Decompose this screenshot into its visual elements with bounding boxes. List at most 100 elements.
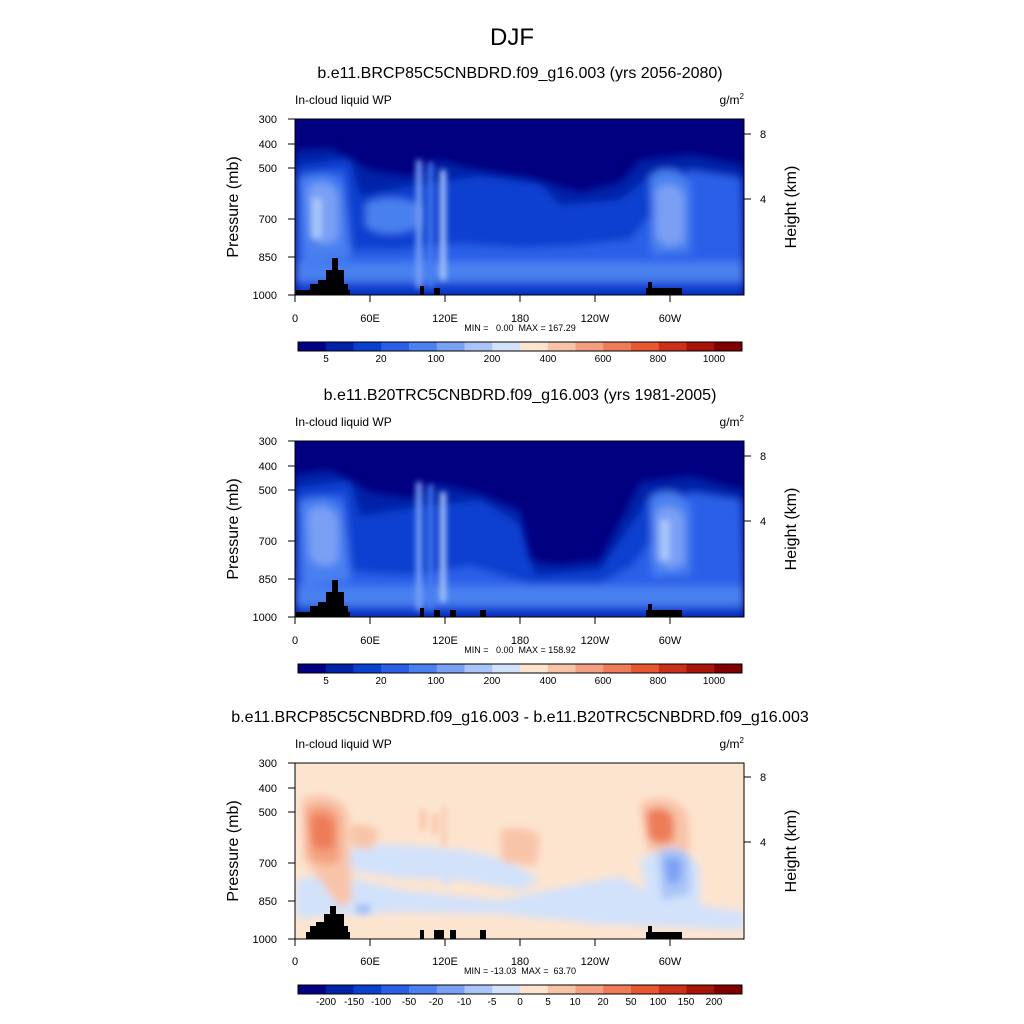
colorbar-swatch — [325, 664, 354, 673]
panel-1-y-tick-label: 300 — [259, 114, 277, 126]
colorbar-swatch — [464, 985, 493, 994]
panel-1-colorbar-label: 100 — [428, 354, 445, 365]
panel-3-colorbar-label: 5 — [545, 997, 551, 1008]
panel-1-x-tick-label: 120E — [432, 313, 458, 325]
colorbar-swatch — [520, 342, 549, 351]
panel-1-colorbar-label: 200 — [484, 354, 501, 365]
panel-2-x-tick-label: 180 — [511, 635, 529, 647]
panel-2-y-tick-label: 300 — [259, 436, 277, 448]
panel-2-colorbar-label: 5 — [323, 676, 329, 687]
panel-3-y-tick-label: 850 — [259, 896, 277, 908]
colorbar-swatch — [575, 664, 604, 673]
colorbar-swatch — [520, 664, 549, 673]
panel-3-y-tick-label: 300 — [259, 758, 277, 770]
panel-2-y-tick-label: 700 — [259, 536, 277, 548]
panel-2: b.e11.B20TRC5CNBDRD.f09_g16.003 (yrs 198… — [225, 387, 800, 687]
panel-1-colorbar-label: 400 — [540, 354, 557, 365]
panel-2-min-max: MIN = 0.00 MAX = 158.92 — [464, 645, 576, 655]
panel-2-y-axis-title: Pressure (mb) — [225, 478, 242, 579]
panel-3-variable-label: In-cloud liquid WP — [295, 737, 392, 751]
panel-1-unit-label: g/m2 — [720, 92, 745, 107]
panel-3-colorbar-label: -10 — [457, 997, 472, 1008]
panel-1-colorbar-label: 5 — [323, 354, 329, 365]
colorbar-swatch — [686, 664, 715, 673]
panel-3-x-tick-label: 60E — [360, 956, 380, 968]
panel-3-height-tick-label: 8 — [760, 772, 766, 784]
panel-3-colorbar-label: -150 — [344, 997, 364, 1008]
colorbar-swatch — [492, 342, 521, 351]
colorbar-swatch — [547, 985, 576, 994]
panel-1-right-axis: 8 4 — [744, 129, 766, 206]
colorbar-swatch — [603, 342, 632, 351]
panel-1-y-tick-label: 1000 — [253, 290, 277, 302]
colorbar-swatch — [409, 985, 438, 994]
colorbar-swatch — [492, 664, 521, 673]
panel-1-x-tick-label: 60W — [659, 313, 682, 325]
panel-3-colorbar-label: -5 — [488, 997, 497, 1008]
colorbar-swatch — [603, 664, 632, 673]
colorbar-swatch — [658, 342, 687, 351]
panel-3-y-tick-label: 400 — [259, 783, 277, 795]
panel-2-colorbar-label: 20 — [375, 676, 387, 687]
panel-2-x-tick-label: 120W — [581, 635, 610, 647]
panel-1-min-max: MIN = 0.00 MAX = 167.29 — [464, 323, 576, 333]
panel-1-title: b.e11.BRCP85C5CNBDRD.f09_g16.003 (yrs 20… — [317, 65, 722, 82]
panel-3-colorbar-label: 10 — [569, 997, 581, 1008]
colorbar-swatch — [603, 985, 632, 994]
panel-2-height-tick-label: 8 — [760, 451, 766, 463]
colorbar-swatch — [353, 985, 382, 994]
colorbar-swatch — [575, 342, 604, 351]
panel-3-x-tick-label: 120E — [432, 956, 458, 968]
panel-3-colorbar-label: 0 — [517, 997, 523, 1008]
panel-1-colorbar-label: 1000 — [703, 354, 726, 365]
colorbar-swatch — [714, 664, 743, 673]
panel-2-colorbar-label: 100 — [428, 676, 445, 687]
colorbar-swatch — [325, 985, 354, 994]
panel-3-x-axis: 0 60E 120E 180 120W 60W — [292, 939, 682, 968]
panel-1-height-tick-label: 8 — [760, 129, 766, 141]
panel-3-right-axis: 8 4 — [744, 772, 766, 849]
panel-3-y-axis-title: Pressure (mb) — [225, 800, 242, 901]
panel-3-x-tick-label: 0 — [292, 956, 298, 968]
panel-3-height-tick-label: 4 — [760, 837, 766, 849]
colorbar-swatch — [298, 664, 327, 673]
panel-1-y-tick-label: 850 — [259, 252, 277, 264]
panel-2-y-axis: 300 400 500 700 850 1000 — [253, 436, 295, 624]
colorbar-swatch — [409, 664, 438, 673]
panel-3-colorbar: -200 -150 -100 -50 -20 -10 -5 0 5 10 20 … — [297, 984, 743, 1008]
panel-1-field — [295, 119, 744, 295]
panel-2-colorbar-label: 400 — [540, 676, 557, 687]
colorbar-swatch — [686, 342, 715, 351]
colorbar-swatch — [381, 664, 410, 673]
panel-2-x-tick-label: 60W — [659, 635, 682, 647]
panel-3-unit-label: g/m2 — [720, 736, 745, 751]
panel-1-y-axis: 300 400 500 700 850 1000 — [253, 114, 295, 302]
panel-1-x-tick-label: 180 — [511, 313, 529, 325]
panel-2-variable-label: In-cloud liquid WP — [295, 415, 392, 429]
colorbar-swatch — [436, 985, 465, 994]
colorbar-swatch — [520, 985, 549, 994]
colorbar-swatch — [298, 342, 327, 351]
panel-2-x-axis: 0 60E 120E 180 120W 60W — [292, 617, 682, 647]
figure-title: DJF — [490, 24, 534, 51]
colorbar-swatch — [492, 985, 521, 994]
panel-3-x-tick-label: 60W — [659, 956, 682, 968]
panel-2-colorbar-label: 800 — [650, 676, 667, 687]
colorbar-swatch — [353, 342, 382, 351]
panel-2-height-tick-label: 4 — [760, 516, 766, 528]
panel-2-x-tick-label: 60E — [360, 635, 380, 647]
panel-1-colorbar-label: 600 — [595, 354, 612, 365]
panel-2-title: b.e11.B20TRC5CNBDRD.f09_g16.003 (yrs 198… — [324, 387, 717, 404]
panel-2-y-tick-label: 1000 — [253, 612, 277, 624]
colorbar-swatch — [686, 985, 715, 994]
panel-2-colorbar-label: 200 — [484, 676, 501, 687]
panel-3-y-tick-label: 1000 — [253, 934, 277, 946]
panel-1: b.e11.BRCP85C5CNBDRD.f09_g16.003 (yrs 20… — [225, 65, 800, 365]
panel-3-x-tick-label: 120W — [581, 956, 610, 968]
panel-2-colorbar: 5 20 100 200 400 600 800 1000 — [297, 663, 743, 687]
colorbar-swatch — [714, 342, 743, 351]
panel-2-y-tick-label: 850 — [259, 574, 277, 586]
colorbar-swatch — [381, 985, 410, 994]
panel-3-y-tick-label: 700 — [259, 858, 277, 870]
